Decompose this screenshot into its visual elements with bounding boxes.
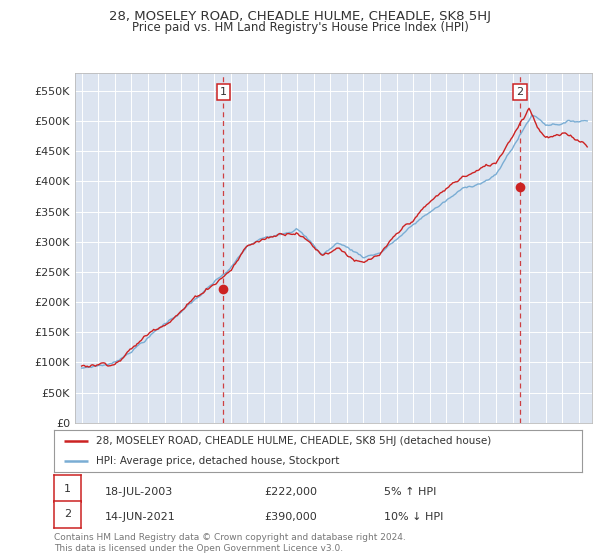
Text: Price paid vs. HM Land Registry's House Price Index (HPI): Price paid vs. HM Land Registry's House … (131, 21, 469, 34)
Text: 28, MOSELEY ROAD, CHEADLE HULME, CHEADLE, SK8 5HJ (detached house): 28, MOSELEY ROAD, CHEADLE HULME, CHEADLE… (96, 436, 491, 446)
Text: 18-JUL-2003: 18-JUL-2003 (105, 487, 173, 497)
Text: 14-JUN-2021: 14-JUN-2021 (105, 512, 176, 522)
Text: 2: 2 (517, 87, 524, 97)
Text: Contains HM Land Registry data © Crown copyright and database right 2024.
This d: Contains HM Land Registry data © Crown c… (54, 533, 406, 553)
Text: £390,000: £390,000 (264, 512, 317, 522)
Text: 10% ↓ HPI: 10% ↓ HPI (384, 512, 443, 522)
Text: 28, MOSELEY ROAD, CHEADLE HULME, CHEADLE, SK8 5HJ: 28, MOSELEY ROAD, CHEADLE HULME, CHEADLE… (109, 10, 491, 23)
Text: 5% ↑ HPI: 5% ↑ HPI (384, 487, 436, 497)
Text: 1: 1 (64, 484, 71, 494)
Text: HPI: Average price, detached house, Stockport: HPI: Average price, detached house, Stoc… (96, 456, 340, 466)
Text: £222,000: £222,000 (264, 487, 317, 497)
Text: 1: 1 (220, 87, 227, 97)
Text: 2: 2 (64, 509, 71, 519)
